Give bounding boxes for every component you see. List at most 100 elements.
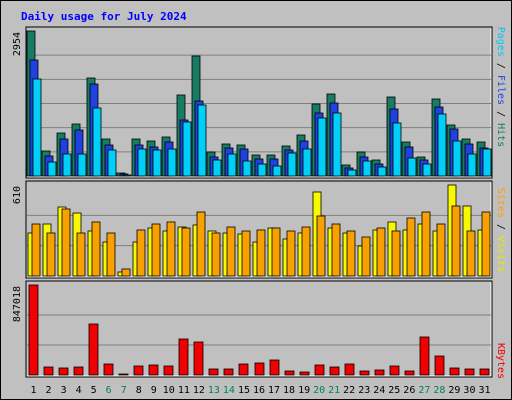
bar-sites-day-13 xyxy=(211,232,221,277)
bar-pages-day-12 xyxy=(197,104,207,177)
legend-hits-files-pages: Pages / Files / Hits xyxy=(495,27,506,147)
tick-label-day-17: 17 xyxy=(268,385,280,396)
bar-pages-day-19 xyxy=(302,148,312,177)
tick-label-day-30: 30 xyxy=(463,385,475,396)
tick-label-day-22: 22 xyxy=(343,385,355,396)
bar-pages-day-26 xyxy=(407,157,417,177)
tick-label-day-31: 31 xyxy=(478,385,490,396)
bar-sites-day-2 xyxy=(46,232,56,277)
bar-pages-day-5 xyxy=(92,107,102,177)
legend-kbytes: KBytes xyxy=(495,343,506,379)
chart-title: Daily usage for July 2024 xyxy=(21,10,187,23)
tick-label-day-14: 14 xyxy=(223,385,235,396)
bar-kbytes-day-3 xyxy=(58,367,69,376)
bar-sites-day-25 xyxy=(391,230,401,277)
legend-entry: / xyxy=(495,218,506,236)
tick-label-day-20: 20 xyxy=(313,385,325,396)
bar-pages-day-23 xyxy=(362,160,372,177)
bar-pages-day-2 xyxy=(47,161,57,177)
legend-visits-sites: Sites / Visits xyxy=(495,188,506,272)
bar-pages-day-13 xyxy=(212,159,222,177)
tick-label-day-2: 2 xyxy=(46,385,52,396)
bar-kbytes-day-6 xyxy=(103,363,114,376)
bar-kbytes-day-14 xyxy=(223,368,234,376)
bar-kbytes-day-8 xyxy=(133,365,144,376)
bar-pages-day-7 xyxy=(122,174,132,177)
bar-kbytes-day-30 xyxy=(464,368,475,376)
bar-kbytes-day-24 xyxy=(374,369,385,376)
bar-pages-day-15 xyxy=(242,160,252,177)
bar-sites-day-26 xyxy=(406,217,416,277)
tick-label-day-11: 11 xyxy=(178,385,190,396)
bar-pages-day-8 xyxy=(137,148,147,177)
tick-label-day-10: 10 xyxy=(163,385,175,396)
legend-entry: / xyxy=(495,105,506,123)
tick-label-day-7: 7 xyxy=(121,385,127,396)
bar-pages-day-1 xyxy=(32,78,42,177)
bar-sites-day-22 xyxy=(346,230,356,277)
bar-pages-day-6 xyxy=(107,149,117,177)
tick-label-day-13: 13 xyxy=(208,385,220,396)
bar-sites-day-20 xyxy=(316,215,326,277)
tick-label-day-19: 19 xyxy=(298,385,310,396)
tick-label-day-29: 29 xyxy=(448,385,460,396)
bar-pages-day-3 xyxy=(62,153,72,177)
bar-sites-day-14 xyxy=(226,226,236,277)
bar-sites-day-8 xyxy=(136,229,146,277)
bar-sites-day-19 xyxy=(301,226,311,277)
bar-sites-day-5 xyxy=(91,221,101,277)
panel-kbytes xyxy=(25,280,493,378)
legend-entry: Sites xyxy=(495,188,506,218)
tick-label-day-18: 18 xyxy=(283,385,295,396)
bar-pages-day-10 xyxy=(167,148,177,177)
max-label-visits-sites: 610 xyxy=(12,186,23,204)
bar-pages-day-22 xyxy=(347,169,357,177)
tick-label-day-23: 23 xyxy=(358,385,370,396)
max-label-hits-files-pages: 2954 xyxy=(12,32,23,56)
bar-sites-day-12 xyxy=(196,211,206,277)
bar-sites-day-27 xyxy=(421,211,431,277)
tick-label-day-12: 12 xyxy=(193,385,205,396)
bar-sites-day-30 xyxy=(466,230,476,277)
bar-kbytes-day-22 xyxy=(344,363,355,376)
bar-sites-day-29 xyxy=(451,205,461,277)
bar-pages-day-20 xyxy=(317,117,327,177)
bar-kbytes-day-23 xyxy=(359,370,370,376)
bar-kbytes-day-13 xyxy=(208,368,219,376)
bar-kbytes-day-9 xyxy=(148,364,159,376)
bar-kbytes-day-25 xyxy=(389,365,400,376)
max-label-kbytes: 847018 xyxy=(12,286,23,322)
bar-kbytes-day-26 xyxy=(404,370,415,376)
tick-label-day-6: 6 xyxy=(106,385,112,396)
bar-sites-day-3 xyxy=(61,208,71,277)
bar-kbytes-day-4 xyxy=(73,366,84,376)
bar-sites-day-23 xyxy=(361,236,371,277)
bar-sites-day-16 xyxy=(256,229,266,277)
bar-sites-day-28 xyxy=(436,223,446,277)
legend-entry: / xyxy=(495,57,506,75)
bar-pages-day-9 xyxy=(152,149,162,177)
bar-pages-day-29 xyxy=(452,140,462,177)
bar-pages-day-28 xyxy=(437,113,447,177)
bar-kbytes-day-19 xyxy=(299,371,310,376)
tick-label-day-5: 5 xyxy=(91,385,97,396)
bar-kbytes-day-17 xyxy=(269,359,280,376)
bar-kbytes-day-2 xyxy=(43,366,54,376)
legend-entry: Pages xyxy=(495,27,506,57)
bar-kbytes-day-12 xyxy=(193,341,204,376)
bar-kbytes-day-21 xyxy=(329,366,340,376)
legend-entry: Files xyxy=(495,75,506,105)
bar-kbytes-day-16 xyxy=(254,362,265,376)
tick-label-day-9: 9 xyxy=(151,385,157,396)
bar-kbytes-day-31 xyxy=(479,368,490,376)
tick-label-day-25: 25 xyxy=(388,385,400,396)
bar-pages-day-16 xyxy=(257,163,267,177)
bar-sites-day-15 xyxy=(241,230,251,277)
bar-sites-day-31 xyxy=(481,211,491,277)
tick-label-day-24: 24 xyxy=(373,385,385,396)
bar-kbytes-day-11 xyxy=(178,338,189,376)
legend-entry: Hits xyxy=(495,123,506,147)
bar-pages-day-25 xyxy=(392,122,402,177)
bar-kbytes-day-7 xyxy=(118,373,129,376)
